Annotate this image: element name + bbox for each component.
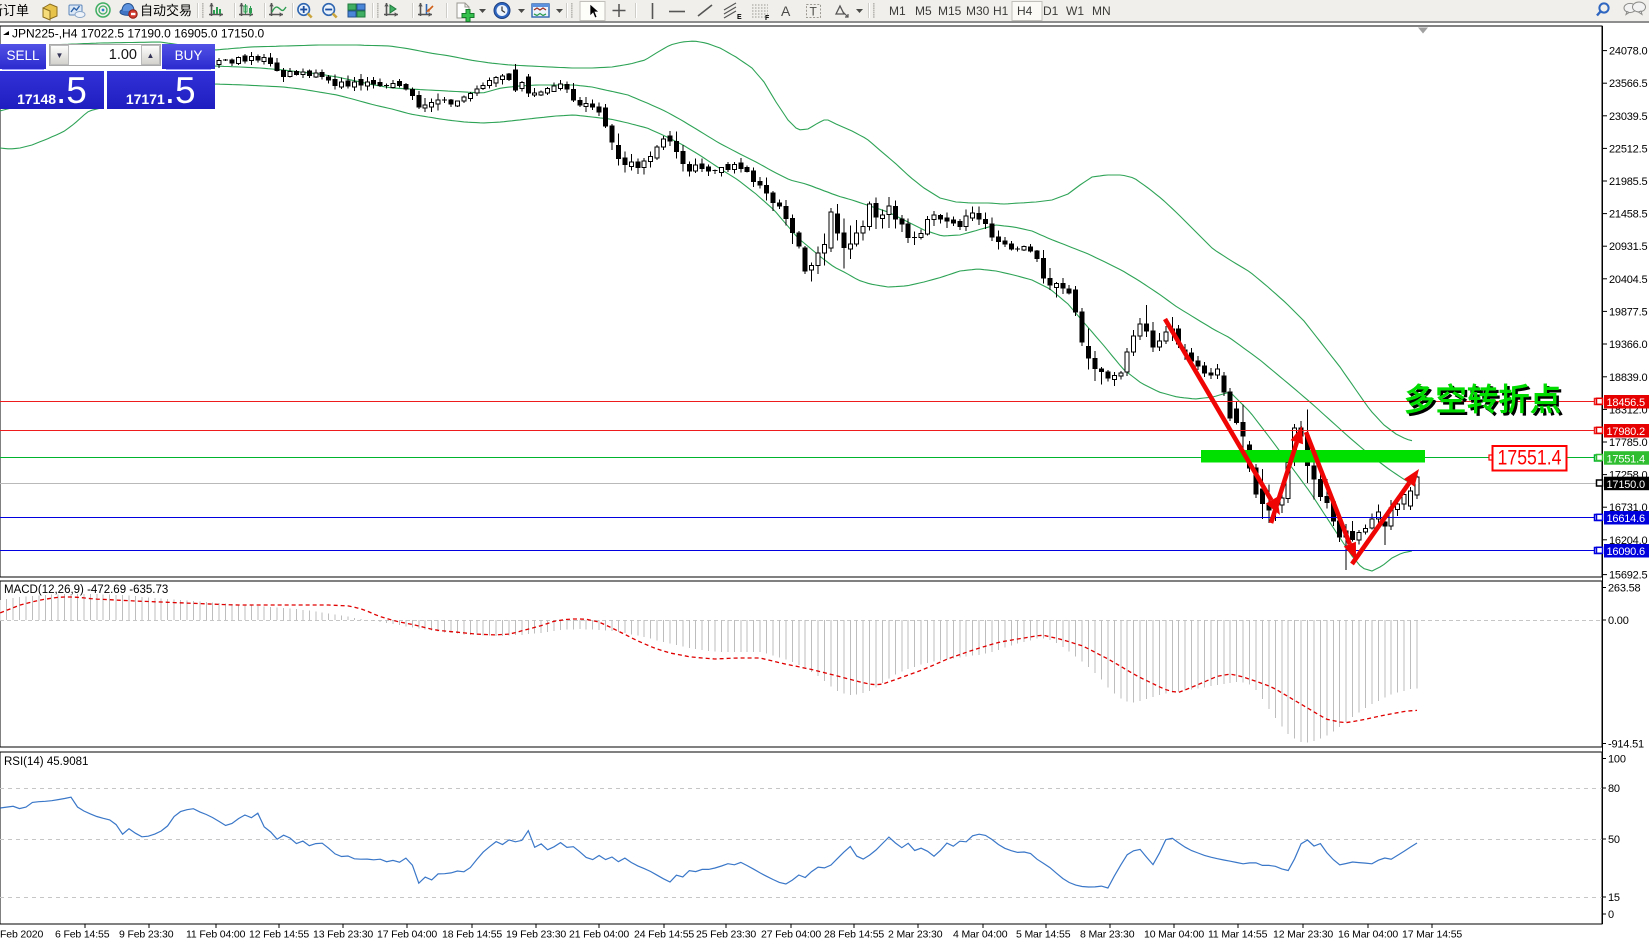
svg-text:13 Feb 23:30: 13 Feb 23:30 xyxy=(313,929,373,941)
svg-text:263.58: 263.58 xyxy=(1608,583,1641,595)
svg-text:15692.5: 15692.5 xyxy=(1609,570,1647,582)
svg-text:27 Feb 04:00: 27 Feb 04:00 xyxy=(761,929,821,941)
svg-text:20404.5: 20404.5 xyxy=(1609,274,1647,286)
svg-text:新订单: 新订单 xyxy=(0,3,29,18)
svg-text:23566.5: 23566.5 xyxy=(1609,78,1647,90)
svg-text:22512.5: 22512.5 xyxy=(1609,143,1647,155)
svg-text:自动交易: 自动交易 xyxy=(140,3,192,18)
svg-text:17785.0: 17785.0 xyxy=(1609,437,1647,449)
svg-text:16614.6: 16614.6 xyxy=(1607,513,1645,525)
svg-text:17551.4: 17551.4 xyxy=(1498,447,1562,470)
svg-text:12 Feb 14:55: 12 Feb 14:55 xyxy=(249,929,309,941)
svg-text:E: E xyxy=(737,14,742,21)
svg-text:19877.5: 19877.5 xyxy=(1609,306,1647,318)
svg-text:17551.4: 17551.4 xyxy=(1607,453,1645,465)
svg-text:12 Mar 23:30: 12 Mar 23:30 xyxy=(1273,929,1333,941)
svg-text:2 Mar 23:30: 2 Mar 23:30 xyxy=(888,929,943,941)
svg-text:18 Feb 14:55: 18 Feb 14:55 xyxy=(442,929,502,941)
svg-text:25 Feb 23:30: 25 Feb 23:30 xyxy=(696,929,756,941)
svg-text:H1: H1 xyxy=(993,4,1009,18)
svg-text:6 Feb 14:55: 6 Feb 14:55 xyxy=(55,929,110,941)
svg-text:17 Mar 14:55: 17 Mar 14:55 xyxy=(1402,929,1462,941)
svg-text:16 Mar 04:00: 16 Mar 04:00 xyxy=(1338,929,1398,941)
svg-text:24078.0: 24078.0 xyxy=(1609,46,1647,58)
svg-text:MN: MN xyxy=(1092,4,1111,18)
svg-text:多空转折点: 多空转折点 xyxy=(1407,385,1565,420)
svg-text:23039.5: 23039.5 xyxy=(1609,111,1647,123)
svg-text:21 Feb 04:00: 21 Feb 04:00 xyxy=(569,929,629,941)
svg-text:T: T xyxy=(810,5,818,19)
svg-text:MACD(12,26,9) -472.69 -635.73: MACD(12,26,9) -472.69 -635.73 xyxy=(4,584,168,596)
svg-text:F: F xyxy=(765,15,770,22)
svg-text:D1: D1 xyxy=(1043,4,1059,18)
svg-text:M5: M5 xyxy=(915,4,932,18)
svg-text:0: 0 xyxy=(1608,909,1614,921)
svg-text:17150.0: 17150.0 xyxy=(1607,479,1645,491)
svg-text:17 Feb 04:00: 17 Feb 04:00 xyxy=(377,929,437,941)
svg-text:JPN225-,H4 17022.5 17190.0 16: JPN225-,H4 17022.5 17190.0 16905.0 17150… xyxy=(12,27,265,41)
svg-text:50: 50 xyxy=(1608,834,1620,846)
svg-text:9 Feb 23:30: 9 Feb 23:30 xyxy=(119,929,174,941)
svg-text:18839.0: 18839.0 xyxy=(1609,372,1647,384)
svg-text:24 Feb 14:55: 24 Feb 14:55 xyxy=(634,929,694,941)
svg-text:0.00: 0.00 xyxy=(1608,615,1629,627)
svg-text:80: 80 xyxy=(1608,783,1620,795)
svg-text:8 Mar 23:30: 8 Mar 23:30 xyxy=(1080,929,1135,941)
svg-text:20931.5: 20931.5 xyxy=(1609,241,1647,253)
svg-text:H4: H4 xyxy=(1017,4,1033,18)
svg-text:17980.2: 17980.2 xyxy=(1607,426,1645,438)
svg-text:-914.51: -914.51 xyxy=(1608,739,1644,751)
svg-text:21458.5: 21458.5 xyxy=(1609,209,1647,221)
svg-text:11 Mar 14:55: 11 Mar 14:55 xyxy=(1208,929,1268,941)
svg-text:100: 100 xyxy=(1608,754,1626,766)
svg-text:M15: M15 xyxy=(938,4,962,18)
svg-text:4 Mar 04:00: 4 Mar 04:00 xyxy=(953,929,1008,941)
svg-text:16204.0: 16204.0 xyxy=(1609,535,1647,547)
svg-text:15: 15 xyxy=(1608,892,1620,904)
svg-text:A: A xyxy=(781,3,791,19)
svg-text:多空转折点: 多空转折点 xyxy=(1404,383,1562,418)
svg-text:28 Feb 14:55: 28 Feb 14:55 xyxy=(824,929,884,941)
svg-text:10 Mar 04:00: 10 Mar 04:00 xyxy=(1144,929,1204,941)
svg-text:Feb 2020: Feb 2020 xyxy=(0,929,43,941)
svg-text:11 Feb 04:00: 11 Feb 04:00 xyxy=(186,929,246,941)
svg-text:21985.5: 21985.5 xyxy=(1609,176,1647,188)
svg-text:5 Mar 14:55: 5 Mar 14:55 xyxy=(1016,929,1071,941)
svg-text:19366.0: 19366.0 xyxy=(1609,339,1647,351)
svg-text:W1: W1 xyxy=(1066,4,1084,18)
svg-text:16090.6: 16090.6 xyxy=(1607,546,1645,558)
svg-text:18456.5: 18456.5 xyxy=(1607,397,1645,409)
svg-text:RSI(14) 45.9081: RSI(14) 45.9081 xyxy=(4,756,88,768)
svg-text:M30: M30 xyxy=(966,4,990,18)
svg-text:19 Feb 23:30: 19 Feb 23:30 xyxy=(506,929,566,941)
svg-text:M1: M1 xyxy=(889,4,906,18)
